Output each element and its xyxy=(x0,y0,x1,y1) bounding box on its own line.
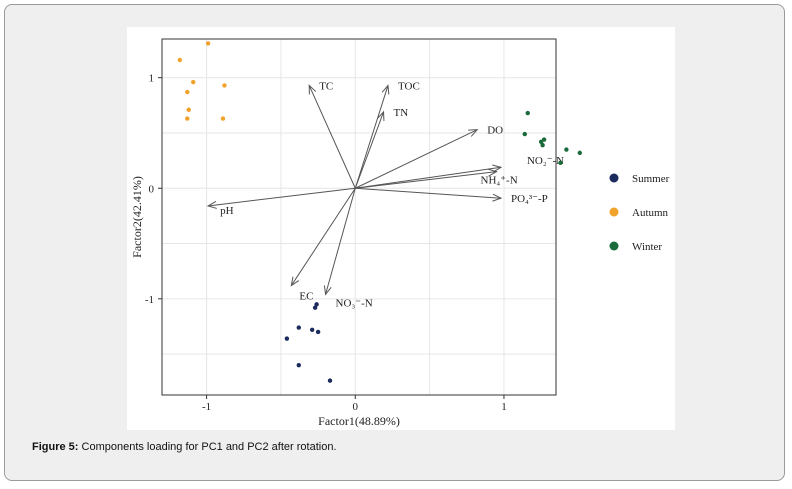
data-point xyxy=(185,89,190,95)
arrow-head xyxy=(206,201,217,209)
loading-arrow xyxy=(355,187,502,199)
loading-arrow xyxy=(308,85,356,189)
data-point xyxy=(186,107,191,112)
loading-arrow xyxy=(354,111,385,189)
x-axis-label: Factor1(48.89%) xyxy=(318,414,400,428)
loading-label: TOC xyxy=(398,80,420,92)
x-tick-label: 1 xyxy=(501,401,507,413)
loading-label: DO xyxy=(487,125,503,137)
y-tick-label: 0 xyxy=(149,183,155,195)
data-point xyxy=(191,79,196,85)
arrow-head xyxy=(290,276,300,287)
arrow-head xyxy=(492,193,503,202)
caption-label: Figure 5: xyxy=(32,441,79,453)
data-point xyxy=(525,110,530,116)
loading-label: NO₂⁻-N xyxy=(527,155,564,167)
arrow-head xyxy=(377,110,385,121)
data-point xyxy=(564,147,569,152)
loading-arrow xyxy=(355,129,478,189)
plot-border xyxy=(161,38,557,396)
figure-caption: Figure 5: Components loading for PC1 and… xyxy=(32,441,337,453)
loading-arrow xyxy=(208,187,356,207)
y-axis-label: Factor2(42.41%) xyxy=(130,176,144,258)
data-point xyxy=(522,131,527,137)
figure-frame: -1 0 1 -1 0 1 Factor1(48.89%) Factor2(42.41%) T… xyxy=(4,4,785,481)
data-point xyxy=(205,41,211,46)
data-point xyxy=(314,302,319,307)
data-point xyxy=(177,57,183,63)
loading-arrow xyxy=(290,187,356,286)
legend-label: Summer xyxy=(632,173,670,185)
arrow-head xyxy=(308,84,317,95)
loading-label: NO₃⁻-N xyxy=(336,297,373,309)
data-point xyxy=(284,336,290,341)
data-point xyxy=(538,139,544,145)
legend-marker xyxy=(609,207,619,217)
arrow-head xyxy=(468,129,479,137)
loading-arrow xyxy=(354,85,389,189)
y-tick-label: 1 xyxy=(149,73,155,85)
arrow-head xyxy=(323,285,332,296)
arrow-head xyxy=(381,84,390,95)
data-point xyxy=(315,329,321,335)
loading-arrow xyxy=(355,171,497,189)
arrow-head xyxy=(487,168,498,177)
loading-arrow xyxy=(355,166,502,189)
plot-panel: -1 0 1 -1 0 1 Factor1(48.89%) Factor2(42.41%) T… xyxy=(127,27,675,430)
data-point xyxy=(296,325,301,330)
data-point xyxy=(185,116,190,121)
y-tick-label: -1 xyxy=(145,294,154,306)
data-point xyxy=(222,83,227,88)
data-point xyxy=(309,327,315,332)
data-point xyxy=(296,362,301,368)
loading-label: EC xyxy=(299,291,313,303)
x-tick-label: -1 xyxy=(202,401,211,413)
loading-label: TN xyxy=(394,107,409,119)
loading-label: NH₄⁺-N xyxy=(481,175,518,187)
data-point xyxy=(558,160,563,166)
data-point xyxy=(577,150,582,156)
legend-label: Autumn xyxy=(632,207,669,219)
data-point xyxy=(327,378,333,383)
loading-arrow xyxy=(325,188,356,295)
data-point xyxy=(540,142,545,148)
legend-marker xyxy=(609,241,619,251)
biplot-chart: -1 0 1 -1 0 1 Factor1(48.89%) Factor2(42.41%) T… xyxy=(130,38,670,428)
arrow-head xyxy=(492,164,503,173)
loading-label: TC xyxy=(319,80,333,92)
legend-label: Winter xyxy=(632,241,662,253)
legend-marker xyxy=(609,173,619,183)
data-point xyxy=(312,305,318,310)
x-tick-label: 0 xyxy=(353,401,359,413)
loading-label: PO₄³⁻-P xyxy=(511,193,548,205)
caption-text: Components loading for PC1 and PC2 after… xyxy=(78,441,337,453)
data-point xyxy=(220,116,226,121)
loading-label: pH xyxy=(220,205,234,217)
